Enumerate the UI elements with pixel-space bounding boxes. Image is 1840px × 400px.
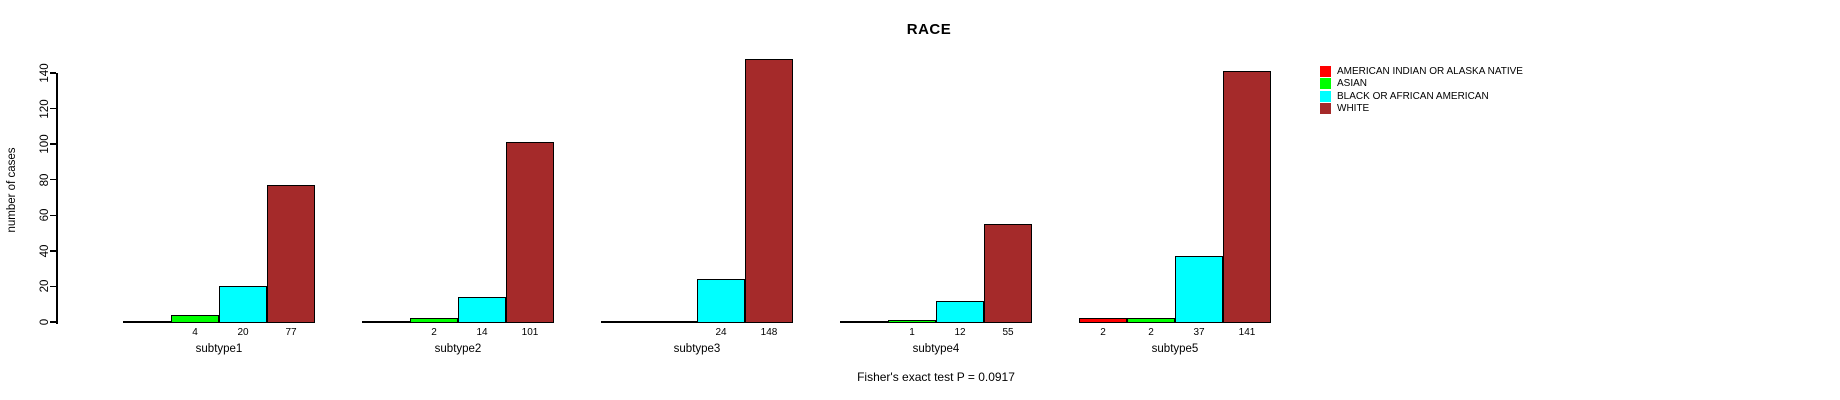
bar-value-label: 77 (285, 327, 297, 338)
legend-entry-label: WHITE (1337, 103, 1370, 115)
bar (1223, 71, 1271, 323)
bar (1079, 318, 1127, 323)
bar-value-label: 20 (237, 327, 249, 338)
bar-value-label: 14 (476, 327, 488, 338)
y-tick (50, 107, 56, 110)
bar (219, 286, 267, 323)
bar-value-label: 37 (1193, 327, 1205, 338)
y-axis-line (56, 73, 58, 324)
y-tick-label: 0 (39, 318, 51, 326)
category-label: subtype3 (673, 343, 721, 355)
category-label: subtype2 (434, 343, 482, 355)
legend-entry: WHITE (1320, 103, 1370, 115)
bar (267, 185, 315, 323)
y-tick (50, 214, 56, 217)
bar-value-label: 24 (715, 327, 727, 338)
y-tick-label: 100 (39, 134, 51, 154)
legend-entry: BLACK OR AFRICAN AMERICAN (1320, 90, 1489, 102)
bar (888, 319, 936, 323)
bar-value-label: 2 (1100, 327, 1106, 338)
category-label: subtype5 (1151, 343, 1199, 355)
bar-value-label: 55 (1002, 327, 1014, 338)
y-tick (50, 285, 56, 288)
legend-entry-label: BLACK OR AFRICAN AMERICAN (1337, 90, 1489, 102)
bar-value-label: 4 (192, 327, 198, 338)
annotation-fisher-test: Fisher's exact test P = 0.0917 (857, 370, 1015, 384)
bar (1127, 318, 1175, 323)
chart-title: RACE (906, 21, 952, 38)
bar-value-label: 148 (760, 327, 778, 338)
bar (984, 224, 1032, 323)
bar (936, 300, 984, 323)
y-axis-label: number of cases (6, 147, 18, 233)
y-tick-label: 60 (39, 208, 51, 222)
category-label: subtype1 (195, 343, 243, 355)
bar (697, 279, 745, 323)
bar (1175, 256, 1223, 323)
bar-value-label: 1 (909, 327, 915, 338)
y-tick-label: 120 (39, 98, 51, 119)
bar-value-label: 2 (1148, 327, 1154, 338)
bar (506, 142, 554, 323)
legend-entry: AMERICAN INDIAN OR ALASKA NATIVE (1320, 66, 1523, 77)
bar-value-label: 141 (1238, 327, 1256, 338)
legend-swatch (1320, 103, 1331, 115)
legend-swatch (1320, 90, 1331, 102)
y-tick-label: 80 (39, 173, 51, 187)
bar-value-label: 101 (521, 327, 539, 338)
y-tick-label: 40 (39, 244, 51, 258)
y-tick (50, 72, 56, 74)
y-tick (50, 250, 56, 252)
legend-swatch (1320, 78, 1331, 90)
legend-entry-label: AMERICAN INDIAN OR ALASKA NATIVE (1337, 66, 1523, 77)
legend-swatch (1320, 66, 1331, 77)
bar (171, 314, 219, 323)
y-tick (50, 178, 56, 181)
bar-value-label: 2 (431, 327, 437, 338)
y-tick (50, 321, 56, 323)
y-tick-label: 20 (39, 280, 51, 293)
bar (458, 297, 506, 323)
legend-entry-label: ASIAN (1337, 78, 1368, 90)
legend-entry: ASIAN (1320, 78, 1368, 90)
bar (745, 58, 793, 323)
category-label: subtype4 (912, 343, 960, 355)
bar (410, 318, 458, 323)
bar-value-label: 12 (954, 327, 966, 338)
y-tick (50, 143, 56, 145)
y-tick-label: 140 (39, 63, 51, 83)
